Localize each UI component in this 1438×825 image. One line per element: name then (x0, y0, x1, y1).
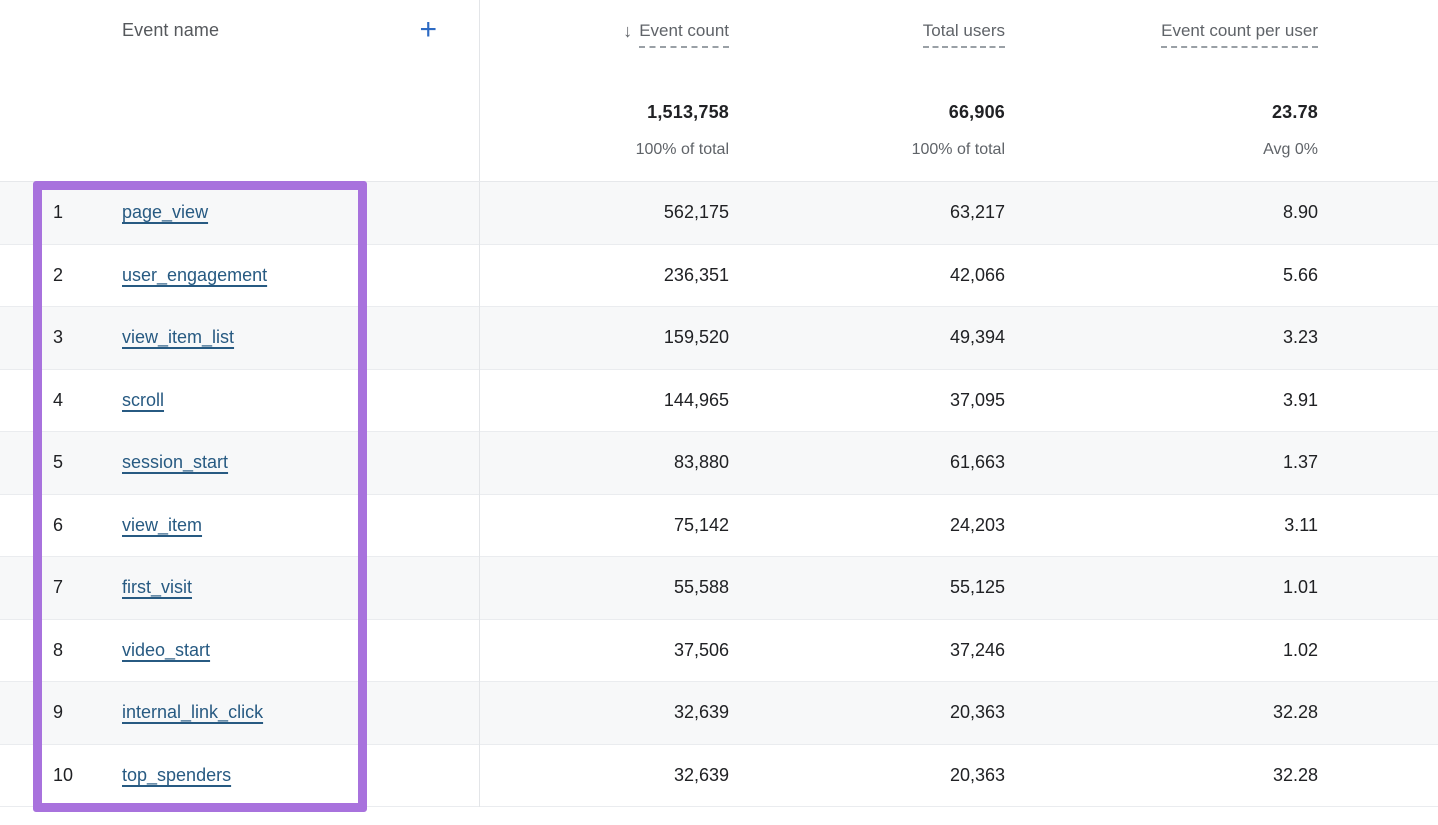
row-rank: 4 (53, 389, 64, 410)
total-users-cell: 24,203 (949, 514, 1005, 535)
row-rank: 9 (53, 702, 64, 723)
row-rank: 5 (53, 452, 64, 473)
event-count-cell: 37,506 (673, 639, 729, 660)
event-count-per-user-cell: 1.02 (1282, 639, 1318, 660)
add-dimension-button[interactable]: + (419, 13, 437, 46)
row-rank: 7 (53, 577, 64, 598)
table-row: 10 top_spenders 32,639 20,363 32.28 (0, 744, 1438, 807)
total-users-cell: 37,095 (949, 389, 1005, 410)
row-rank: 1 (53, 202, 64, 223)
total-users-cell: 55,125 (949, 577, 1005, 598)
total-users-cell: 42,066 (949, 264, 1005, 285)
event-name-cell: 5 session_start (0, 452, 479, 473)
event-count-cell: 83,880 (673, 452, 729, 473)
event-name-cell: 2 user_engagement (0, 265, 479, 286)
total-total-users: 66,906 (948, 102, 1005, 122)
row-rank: 10 (53, 764, 74, 785)
event-count-per-user-cell: 3.91 (1282, 389, 1318, 410)
table-row: 6 view_item 75,142 24,203 3.11 (0, 494, 1438, 557)
event-name-cell: 9 internal_link_click (0, 702, 479, 723)
event-name-cell: 8 video_start (0, 640, 479, 661)
totals-subtext-row: 100% of total 100% of total Avg 0% (0, 141, 1438, 159)
event-count-per-user-cell: 8.90 (1282, 202, 1318, 223)
total-users-cell: 20,363 (949, 702, 1005, 723)
table-header: Event name + ↓ Event count Total users Ev… (0, 0, 1438, 182)
table-body: 1 page_view 562,175 63,217 8.90 2 user_engagem… (0, 182, 1438, 807)
event-count-cell: 236,351 (663, 264, 729, 285)
column-header-event-count-per-user[interactable]: Event count per user (1005, 21, 1378, 48)
event-name-cell: 3 view_item_list (0, 327, 479, 348)
total-users-cell: 20,363 (949, 764, 1005, 785)
column-header-label: Total users (922, 21, 1005, 48)
column-header-total-users[interactable]: Total users (729, 21, 1005, 48)
table-row: 9 internal_link_click 32,639 20,363 32.28 (0, 682, 1438, 745)
column-header-label: Event count per user (1161, 21, 1318, 48)
event-name-link[interactable]: scroll (122, 389, 165, 410)
total-event-count-subtext: 100% of total (635, 141, 729, 158)
table-row: 7 first_visit 55,588 55,125 1.01 (0, 557, 1438, 620)
event-count-per-user-cell: 3.11 (1284, 514, 1318, 535)
event-count-per-user-cell: 3.23 (1282, 327, 1318, 348)
event-count-per-user-cell: 32.28 (1272, 702, 1318, 723)
event-name-link[interactable]: internal_link_click (122, 702, 264, 723)
event-count-per-user-cell: 1.37 (1282, 452, 1318, 473)
total-users-cell: 61,663 (949, 452, 1005, 473)
event-count-cell: 75,142 (673, 514, 729, 535)
total-users-cell: 49,394 (949, 327, 1005, 348)
event-name-link[interactable]: top_spenders (122, 764, 232, 785)
event-name-cell: 7 first_visit (0, 577, 479, 598)
event-name-link[interactable]: view_item_list (122, 327, 235, 348)
total-users-cell: 37,246 (949, 639, 1005, 660)
event-count-per-user-cell: 1.01 (1282, 577, 1318, 598)
table-row: 4 scroll 144,965 37,095 3.91 (0, 369, 1438, 432)
dimension-header-cell: Event name + (0, 13, 479, 46)
event-count-cell: 562,175 (663, 202, 729, 223)
event-count-per-user-cell: 32.28 (1272, 764, 1318, 785)
dimension-header-label: Event name (122, 19, 220, 40)
column-header-event-count[interactable]: ↓ Event count (479, 20, 729, 48)
event-count-cell: 55,588 (673, 577, 729, 598)
total-users-subtext: 100% of total (911, 141, 1005, 158)
event-name-link[interactable]: video_start (122, 639, 211, 660)
total-users-cell: 63,217 (949, 202, 1005, 223)
row-rank: 8 (53, 639, 64, 660)
table-row: 5 session_start 83,880 61,663 1.37 (0, 432, 1438, 495)
table-row: 3 view_item_list 159,520 49,394 3.23 (0, 307, 1438, 370)
totals-row: 1,513,758 66,906 23.78 (0, 102, 1438, 123)
column-header-label: Event count (639, 21, 729, 48)
table-row: 1 page_view 562,175 63,217 8.90 (0, 182, 1438, 245)
event-name-link[interactable]: user_engagement (122, 264, 268, 285)
event-count-cell: 159,520 (663, 327, 729, 348)
event-name-cell: 1 page_view (0, 202, 479, 223)
table-row: 2 user_engagement 236,351 42,066 5.66 (0, 244, 1438, 307)
column-divider (479, 0, 480, 807)
total-event-count: 1,513,758 (647, 102, 729, 122)
total-event-count-per-user: 23.78 (1271, 102, 1318, 122)
event-name-link[interactable]: session_start (122, 452, 229, 473)
event-count-per-user-cell: 5.66 (1282, 264, 1318, 285)
event-name-link[interactable]: page_view (122, 202, 209, 223)
row-rank: 2 (53, 264, 64, 285)
row-rank: 3 (53, 327, 64, 348)
table-row: 8 video_start 37,506 37,246 1.02 (0, 619, 1438, 682)
event-count-cell: 32,639 (673, 702, 729, 723)
event-count-cell: 144,965 (663, 389, 729, 410)
event-name-cell: 6 view_item (0, 515, 479, 536)
event-count-cell: 32,639 (673, 764, 729, 785)
event-name-link[interactable]: view_item (122, 514, 203, 535)
event-name-cell: 10 top_spenders (0, 765, 479, 786)
row-rank: 6 (53, 514, 64, 535)
per-user-subtext: Avg 0% (1263, 141, 1318, 158)
sort-descending-icon: ↓ (623, 20, 633, 41)
event-name-link[interactable]: first_visit (122, 577, 193, 598)
event-name-cell: 4 scroll (0, 390, 479, 411)
